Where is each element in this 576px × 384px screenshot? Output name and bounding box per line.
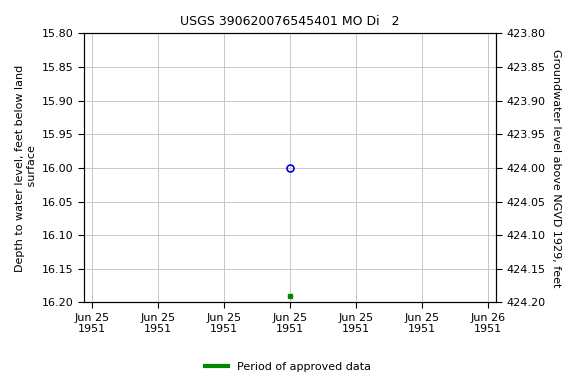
Title: USGS 390620076545401 MO Di   2: USGS 390620076545401 MO Di 2	[180, 15, 400, 28]
Y-axis label: Groundwater level above NGVD 1929, feet: Groundwater level above NGVD 1929, feet	[551, 49, 561, 287]
Legend: Period of approved data: Period of approved data	[201, 358, 375, 377]
Y-axis label: Depth to water level, feet below land
 surface: Depth to water level, feet below land su…	[15, 64, 37, 271]
